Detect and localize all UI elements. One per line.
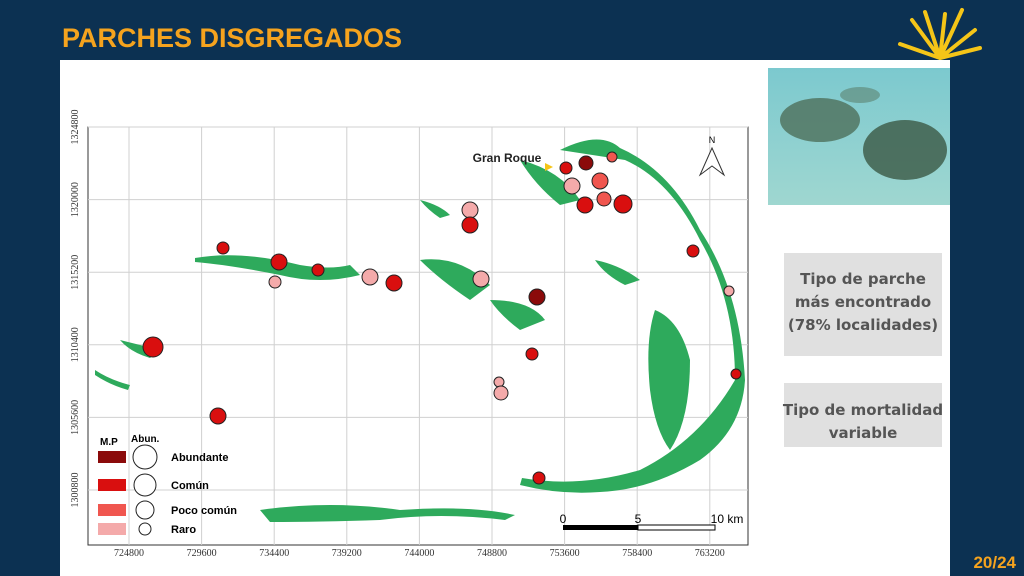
x-tick-label: 763200 xyxy=(695,548,725,559)
site-marker xyxy=(461,201,479,219)
island xyxy=(95,370,130,390)
site-marker xyxy=(268,275,282,289)
logo xyxy=(898,8,982,60)
scale-bar xyxy=(563,525,638,530)
site-marker xyxy=(606,151,618,163)
x-tick-label: 734400 xyxy=(259,548,289,559)
site-marker xyxy=(532,471,546,485)
site-marker xyxy=(613,194,633,214)
island xyxy=(260,505,515,522)
site-marker xyxy=(686,244,700,258)
north-arrow xyxy=(698,146,726,177)
photo-coral xyxy=(840,87,880,103)
x-tick-label: 724800 xyxy=(114,548,144,559)
island xyxy=(648,310,690,450)
card-text: variable xyxy=(829,424,898,442)
site-marker xyxy=(216,241,230,255)
legend-swatch xyxy=(98,451,126,463)
legend-size xyxy=(132,444,158,470)
legend-label: Común xyxy=(171,480,209,492)
card-text: más encontrado xyxy=(795,293,931,311)
site-marker xyxy=(493,376,505,388)
site-marker xyxy=(311,263,325,277)
photo-coral xyxy=(780,98,860,142)
legend-size xyxy=(138,522,152,536)
x-tick-label: 739200 xyxy=(332,548,362,559)
legend-swatch xyxy=(98,523,126,535)
site-marker xyxy=(142,336,164,358)
card-text: Tipo de parche xyxy=(800,270,926,288)
scale-bar xyxy=(637,524,716,531)
place-label: Gran Roque xyxy=(473,151,542,165)
site-marker xyxy=(596,191,612,207)
site-marker xyxy=(576,196,594,214)
map: 724800 729600 734400 739200 744000 748800 7536… xyxy=(70,110,749,559)
island xyxy=(490,300,545,330)
legend-size xyxy=(133,473,157,497)
site-marker xyxy=(493,385,509,401)
legend-label: Poco común xyxy=(171,505,237,517)
site-marker xyxy=(528,288,546,306)
card xyxy=(784,253,942,356)
site-marker xyxy=(461,216,479,234)
site-marker xyxy=(563,177,581,195)
x-tick-label: 729600 xyxy=(187,548,217,559)
legend-label: Abundante xyxy=(171,452,228,464)
legend-header: M.P xyxy=(100,437,118,448)
site-marker xyxy=(525,347,539,361)
legend-size xyxy=(135,500,155,520)
card-text: Tipo de mortalidad xyxy=(783,401,943,419)
card xyxy=(784,383,942,447)
place-marker xyxy=(545,163,553,171)
y-tick-label: 1310400 xyxy=(70,327,81,362)
north-label: N xyxy=(709,135,716,145)
site-marker xyxy=(723,285,735,297)
scale-label: 5 xyxy=(635,512,642,526)
photo-coral xyxy=(863,120,947,180)
x-tick-label: 758400 xyxy=(622,548,652,559)
island xyxy=(520,160,580,205)
island xyxy=(420,259,490,300)
scale-label: 0 xyxy=(560,512,567,526)
site-marker xyxy=(209,407,227,425)
island xyxy=(420,200,450,218)
legend-swatch xyxy=(98,504,126,516)
site-marker xyxy=(559,161,573,175)
card-text: (78% localidades) xyxy=(788,316,938,334)
x-tick-label: 744000 xyxy=(404,548,434,559)
site-marker xyxy=(361,268,379,286)
scale-label: 10 km xyxy=(711,512,744,526)
y-tick-label: 1305600 xyxy=(70,400,81,435)
island xyxy=(595,260,640,285)
y-tick-label: 1315200 xyxy=(70,255,81,290)
y-tick-label: 1320000 xyxy=(70,182,81,217)
page-number: 20/24 xyxy=(973,553,1016,572)
legend-swatch xyxy=(98,479,126,491)
x-tick-label: 748800 xyxy=(477,548,507,559)
legend-header: Abun. xyxy=(131,434,160,445)
site-marker xyxy=(270,253,288,271)
site-marker xyxy=(472,270,490,288)
site-marker xyxy=(578,155,594,171)
photo xyxy=(768,68,950,205)
site-marker xyxy=(730,368,742,380)
x-tick-label: 753600 xyxy=(550,548,580,559)
site-marker xyxy=(591,172,609,190)
y-tick-label: 1300800 xyxy=(70,473,81,508)
site-marker xyxy=(385,274,403,292)
legend-label: Raro xyxy=(171,524,196,536)
slide-title: PARCHES DISGREGADOS xyxy=(62,23,402,53)
y-tick-label: 1324800 xyxy=(70,110,81,145)
